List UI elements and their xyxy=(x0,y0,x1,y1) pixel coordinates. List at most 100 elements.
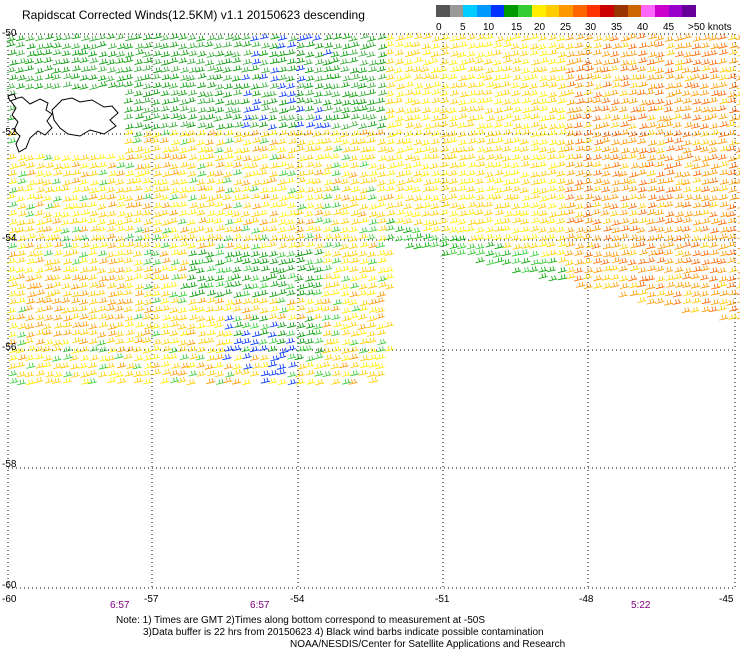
wind-barb xyxy=(440,179,449,185)
wind-barb xyxy=(72,50,81,56)
wind-barb xyxy=(45,265,54,271)
wind-barb xyxy=(8,210,17,216)
wind-barb xyxy=(648,265,657,271)
wind-barb xyxy=(693,107,702,113)
wind-barb xyxy=(305,338,314,344)
wind-barb xyxy=(270,76,279,82)
wind-barb xyxy=(629,65,638,71)
wind-barb xyxy=(619,106,628,112)
wind-barb xyxy=(18,178,27,184)
wind-barb xyxy=(521,202,530,208)
wind-barb xyxy=(340,362,349,368)
wind-barb xyxy=(322,169,331,175)
wind-barb xyxy=(243,219,252,225)
wind-barb xyxy=(583,60,592,66)
wind-barb xyxy=(315,194,324,200)
wind-barb xyxy=(16,35,25,41)
wind-barb xyxy=(270,58,279,64)
wind-barb xyxy=(178,370,187,376)
wind-barb xyxy=(630,82,639,88)
wind-barb xyxy=(385,284,394,290)
wind-barb xyxy=(412,228,421,234)
wind-barb xyxy=(99,59,108,65)
wind-barb xyxy=(88,314,97,320)
wind-barb xyxy=(594,178,603,184)
wind-barb xyxy=(90,211,99,217)
wind-barb xyxy=(431,226,440,232)
wind-barb xyxy=(367,316,376,322)
wind-barb xyxy=(242,275,251,281)
wind-barb xyxy=(35,257,44,263)
note-line-2: 3)Data buffer is 22 hrs from 20150623 4)… xyxy=(116,627,565,639)
wind-barb xyxy=(215,305,224,311)
wind-barb xyxy=(270,211,279,217)
wind-barb xyxy=(493,162,502,168)
wind-barb xyxy=(322,130,331,136)
wind-barb xyxy=(630,148,639,154)
wind-barb xyxy=(143,314,152,320)
wind-barb xyxy=(511,204,520,210)
wind-barb xyxy=(188,299,197,305)
wind-barb xyxy=(26,315,35,321)
wind-barb xyxy=(693,170,702,176)
wind-barb xyxy=(153,43,162,49)
wind-barb xyxy=(171,113,180,119)
wind-barb xyxy=(243,314,252,320)
wind-barb xyxy=(189,177,198,183)
wind-barb xyxy=(306,114,315,120)
wind-barb xyxy=(476,129,485,135)
wind-barb xyxy=(457,243,466,249)
wind-barb xyxy=(333,322,342,328)
wind-barb xyxy=(565,44,574,50)
wind-barb xyxy=(108,292,117,298)
wind-barb xyxy=(234,132,243,138)
wind-barb xyxy=(7,258,16,264)
wind-barb xyxy=(430,186,439,192)
wind-barb xyxy=(277,313,286,319)
wind-barb xyxy=(484,75,493,81)
wind-barb xyxy=(673,291,682,297)
wind-barb xyxy=(367,331,376,337)
wind-barb xyxy=(674,274,683,280)
wind-barb xyxy=(153,227,162,233)
wind-barb xyxy=(620,233,629,239)
wind-barb xyxy=(710,228,719,234)
wind-barb xyxy=(351,186,360,192)
wind-barb xyxy=(197,155,206,161)
wind-barb xyxy=(718,114,727,120)
wind-barb xyxy=(323,283,332,289)
wind-barb xyxy=(414,148,423,154)
wind-barb xyxy=(503,180,512,186)
wind-barb xyxy=(639,132,648,138)
wind-barb xyxy=(117,299,126,305)
wind-barb xyxy=(205,147,214,153)
wind-barb xyxy=(511,83,520,89)
wind-barb xyxy=(628,260,637,266)
wind-barb xyxy=(81,209,90,215)
wind-barb xyxy=(719,75,728,81)
wind-barb xyxy=(233,234,242,240)
wind-barb xyxy=(700,291,709,297)
wind-barb xyxy=(306,225,315,231)
wind-barb xyxy=(242,379,251,385)
wind-barb xyxy=(79,282,88,288)
wind-barb xyxy=(250,283,259,289)
wind-barb xyxy=(387,170,396,176)
wind-barb xyxy=(556,171,565,177)
wind-barb xyxy=(674,130,683,136)
wind-barb xyxy=(494,108,503,114)
wind-barb xyxy=(440,98,449,104)
wind-barb xyxy=(583,179,592,185)
wind-barb xyxy=(124,306,133,312)
wind-barb xyxy=(106,154,115,160)
wind-barb xyxy=(152,145,161,151)
wind-barb xyxy=(115,179,124,185)
wind-barb xyxy=(646,89,655,95)
wind-barb xyxy=(414,130,423,136)
wind-barb xyxy=(25,84,34,90)
wind-barb xyxy=(512,99,521,105)
wind-barb xyxy=(171,249,180,255)
wind-barb xyxy=(557,218,566,224)
wind-barb xyxy=(729,314,738,320)
wind-barb xyxy=(72,66,81,72)
